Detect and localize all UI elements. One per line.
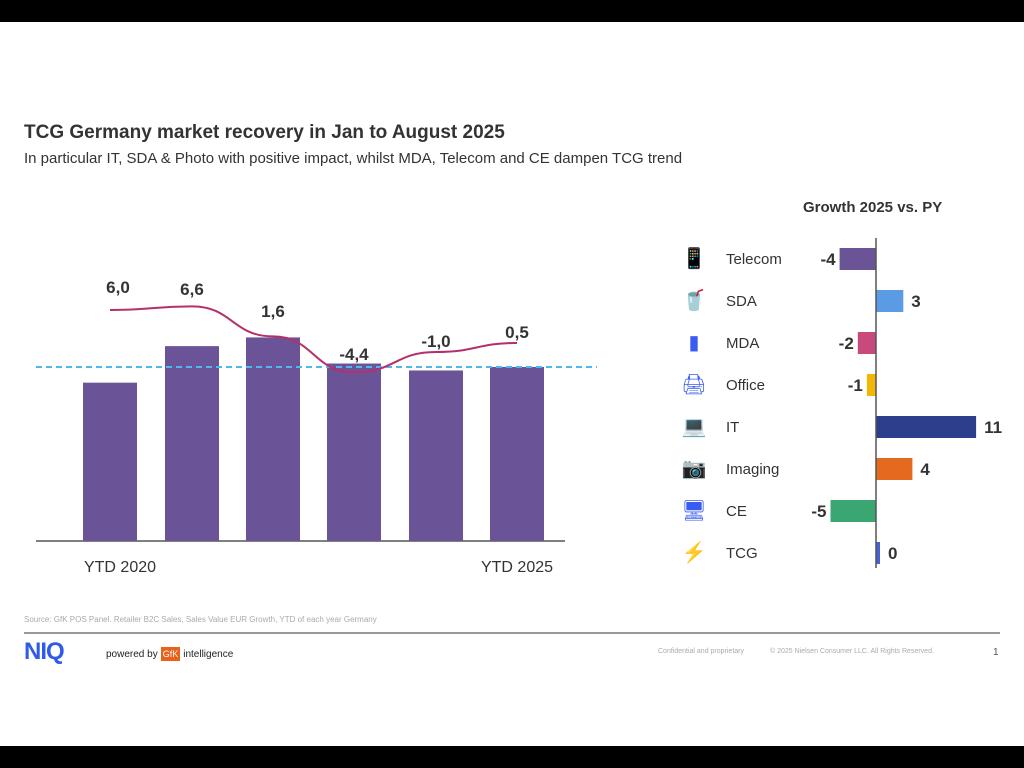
printer-icon: 🖨 [681, 374, 706, 396]
bar [83, 382, 137, 541]
page-number: 1 [993, 647, 999, 658]
data-label: 6,6 [180, 280, 204, 299]
desktop-icon: 🖥 [681, 500, 706, 522]
data-label: -1 [848, 376, 863, 395]
growth-chart-title: Growth 2025 vs. PY [803, 199, 943, 216]
x-tick-label: YTD 2020 [84, 559, 156, 576]
market-bar-chart: YTD 2020 YTD 2025 6,0 6,6 1,6 -4,4 -1,0 0,5 [36, 278, 597, 576]
powered-by: powered by GfK intelligence [106, 647, 233, 661]
category-label: MDA [726, 335, 759, 352]
data-label: 6,0 [106, 278, 130, 297]
category-label: Imaging [726, 461, 779, 478]
data-label: 11 [984, 418, 1002, 437]
bar [830, 500, 876, 522]
fridge-icon: ▮ [688, 332, 699, 354]
powered-by-text: powered by [106, 648, 158, 660]
camera-icon: 📷 [682, 458, 707, 480]
bar [246, 337, 300, 541]
blender-icon: 🥤 [682, 288, 707, 312]
bar [327, 363, 381, 541]
bar [866, 374, 876, 396]
bar [876, 290, 904, 312]
category-label: CE [726, 503, 747, 520]
category-label: Office [726, 377, 765, 394]
data-label: 1,6 [261, 302, 285, 321]
data-label: -4,4 [339, 345, 369, 364]
data-label: -4 [820, 250, 836, 269]
source-note: Source: GfK POS Panel. Retailer B2C Sale… [24, 615, 377, 624]
category-label: SDA [726, 293, 757, 310]
confidential-note: Confidential and proprietary [658, 648, 744, 655]
category-label: TCG [726, 545, 758, 562]
category-label: IT [726, 419, 739, 436]
bar [876, 458, 913, 480]
gfk-logo: GfK [160, 647, 181, 661]
copyright: © 2025 Nielsen Consumer LLC. All Rights … [770, 648, 934, 655]
laptop-icon: 💻 [682, 416, 707, 438]
data-label: 0,5 [505, 323, 529, 342]
data-label: -5 [811, 502, 826, 521]
bar [490, 367, 544, 541]
footer-divider [24, 632, 1000, 634]
page-subtitle: In particular IT, SDA & Photo with posit… [24, 150, 683, 167]
intelligence-text: intelligence [183, 648, 234, 660]
phone-icon: 📱 [682, 246, 707, 270]
page-title: TCG Germany market recovery in Jan to Au… [24, 122, 505, 143]
niq-logo: NIQ [24, 638, 65, 665]
bar [857, 332, 876, 354]
data-label: -1,0 [421, 332, 450, 351]
x-tick-label: YTD 2025 [481, 559, 553, 576]
category-label: Telecom [726, 251, 782, 268]
bar [839, 248, 876, 270]
bar [876, 416, 977, 438]
data-label: 0 [888, 544, 897, 563]
data-label: -2 [839, 334, 854, 353]
bar [409, 370, 463, 541]
growth-line [109, 305, 518, 374]
data-label: 4 [920, 460, 930, 479]
bar [876, 542, 880, 564]
bar [165, 346, 219, 541]
growth-bar-chart: 📱 Telecom -4 🥤 SDA 3 ▮ MDA -2 🖨 Office -1 💻 IT 11 📷 Imag… [681, 238, 1002, 568]
data-label: 3 [911, 292, 920, 311]
lightning-icon: ⚡ [682, 540, 707, 564]
slide: TCG Germany market recovery in Jan to Au… [0, 22, 1024, 746]
